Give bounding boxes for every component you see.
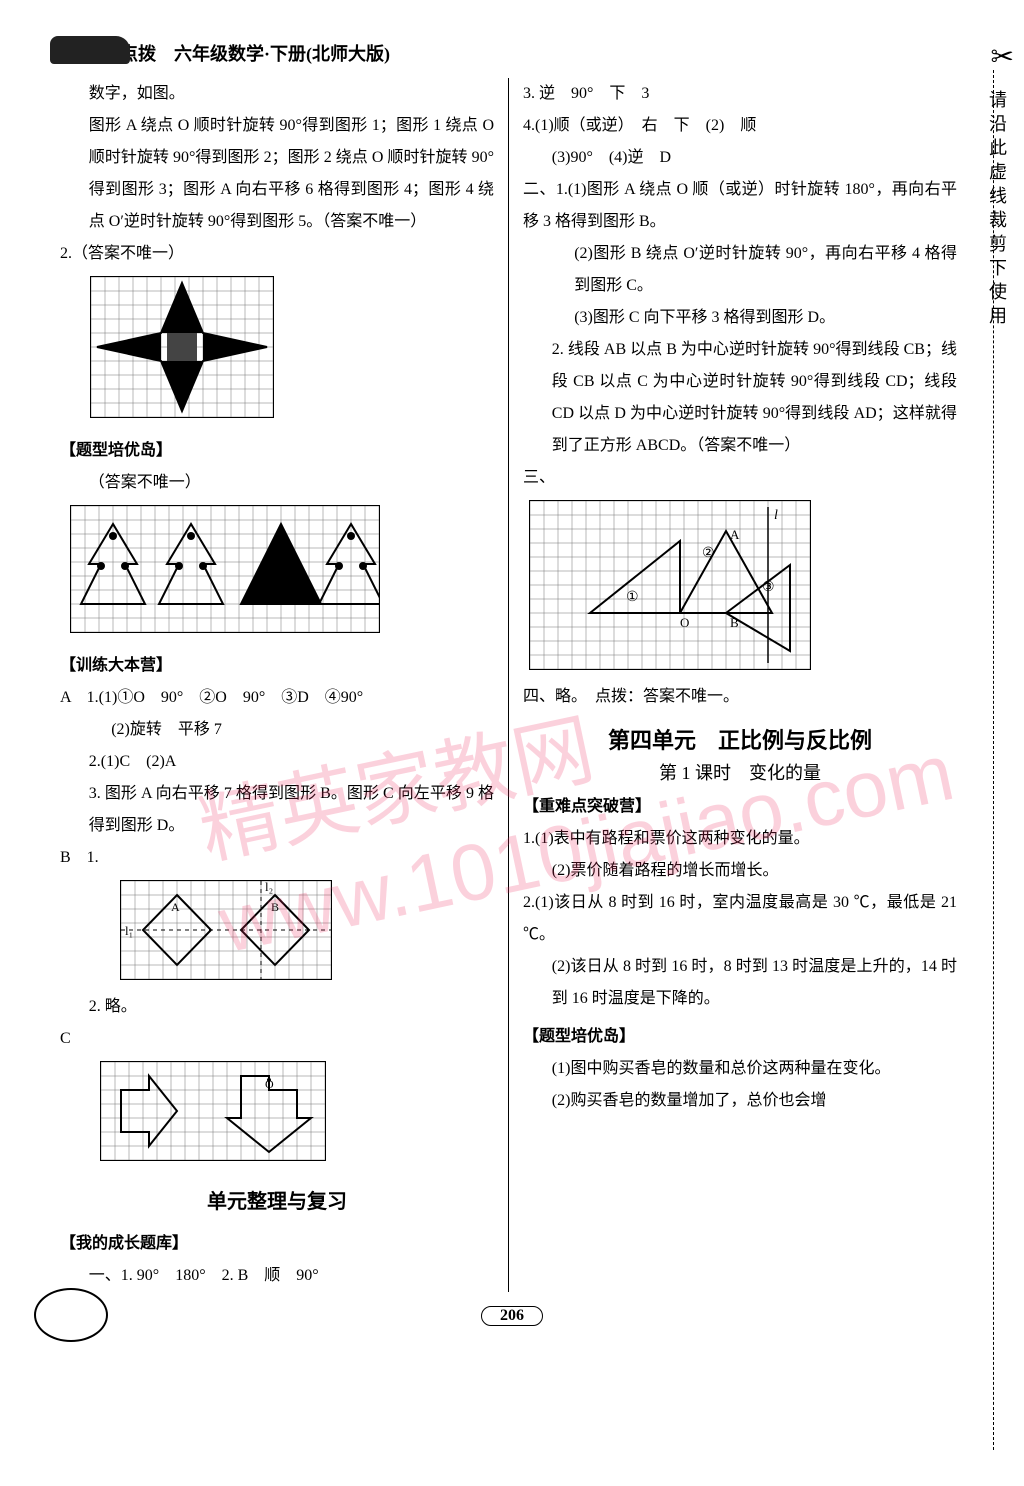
figure-grid-c: O (100, 1061, 326, 1161)
text-line: (2)旋转 平移 7 (60, 714, 494, 746)
section-dabenying: 【训练大本营】 (60, 650, 494, 682)
a-label: A (730, 527, 740, 542)
text-line: B 1. (60, 842, 494, 874)
figure-grid-b1: l₁ l₂ A B (120, 880, 332, 980)
figure-grid-star (90, 276, 274, 418)
grid-svg: O (101, 1062, 325, 1160)
grid-svg (91, 277, 273, 417)
text-line: (2)购买香皂的数量增加了，总价也会增 (523, 1085, 957, 1117)
text-line: 四、略。 点拨：答案不唯一。 (523, 681, 957, 713)
text-line: 2.(1)该日从 8 时到 16 时，室内温度最高是 30 ℃，最低是 21 ℃… (523, 887, 957, 951)
text-line: 2. 略。 (60, 991, 494, 1023)
l2-label: l₂ (265, 881, 273, 894)
text-line: 3. 图形 A 向右平移 7 格得到图形 B。图形 C 向左平移 9 格得到图形… (60, 778, 494, 842)
text-line: 1.(1)表中有路程和票价这两种变化的量。 (523, 823, 957, 855)
text-line: 图形 A 绕点 O 顺时针旋转 90°得到图形 1；图形 1 绕点 O 顺时针旋… (60, 110, 494, 238)
figure-grid-trees (70, 505, 380, 633)
section-peiyou-right: 【题型培优岛】 (523, 1021, 957, 1053)
grid-svg: l₁ l₂ A B (121, 881, 331, 979)
l1-label: l₁ (125, 923, 133, 938)
text-line: 一、1. 90° 180° 2. B 顺 90° (60, 1260, 494, 1292)
b-label: B (730, 615, 739, 630)
o-label: O (680, 615, 689, 630)
corner-mascot (34, 1288, 108, 1342)
circ2: ② (702, 546, 715, 561)
section-zhongnan: 【重难点突破营】 (523, 791, 957, 823)
text-line: 二、1.(1)图形 A 绕点 O 顺（或逆）时针旋转 180°，再向右平移 3 … (523, 174, 957, 238)
circ3: ③ (762, 580, 775, 595)
text-line: 数字，如图。 (60, 78, 494, 110)
side-instruction: 请沿此虚线裁剪下使用 (984, 90, 1010, 330)
page-number: 206 (481, 1306, 543, 1326)
text-line: (2)图形 B 绕点 O′逆时针旋转 90°，再向右平移 4 格得到图形 C。 (523, 238, 957, 302)
circ1: ① (626, 590, 639, 605)
right-column: 3. 逆 90° 下 3 4.(1)顺（或逆） 右 下 (2) 顺 (3)90°… (523, 78, 957, 1292)
unit4-title: 第四单元 正比例与反比例 (523, 723, 957, 755)
text-line: 三、 (523, 462, 957, 494)
b-label: B (271, 900, 279, 914)
two-column-layout: 数字，如图。 图形 A 绕点 O 顺时针旋转 90°得到图形 1；图形 1 绕点… (60, 78, 964, 1292)
text-line: (3)图形 C 向下平移 3 格得到图形 D。 (523, 302, 957, 334)
text-line: （答案不唯一） (60, 467, 494, 499)
a-label: A (171, 900, 180, 914)
text-line: C (60, 1023, 494, 1055)
page-number-wrap: 206 (60, 1306, 964, 1326)
grid-svg (71, 506, 379, 632)
text-line: A 1.(1)①O 90° ②O 90° ③D ④90° (60, 682, 494, 714)
section-chengzhang: 【我的成长题库】 (60, 1228, 494, 1260)
text-line: (2)该日从 8 时到 16 时，8 时到 13 时温度是上升的，14 时到 1… (523, 951, 957, 1015)
page-header: 点拨 六年级数学·下册(北师大版) (60, 40, 964, 66)
section-peiyou: 【题型培优岛】 (60, 435, 494, 467)
figure-grid-sec3: O B A l ① ② ③ (529, 500, 811, 670)
unit-review-title: 单元整理与复习 (60, 1182, 494, 1222)
l-label: l (774, 508, 778, 523)
text-line: 2. 线段 AB 以点 B 为中心逆时针旋转 90°得到线段 CB；线段 CB … (523, 334, 957, 462)
question-2: 2.（答案不唯一） (60, 238, 494, 270)
text-line: 4.(1)顺（或逆） 右 下 (2) 顺 (523, 110, 957, 142)
text-line: (2)票价随着路程的增长而增长。 (523, 855, 957, 887)
header-ornament (50, 36, 130, 64)
grid-svg: O B A l ① ② ③ (530, 501, 810, 669)
text-line: 3. 逆 90° 下 3 (523, 78, 957, 110)
lesson-title: 第 1 课时 变化的量 (523, 759, 957, 785)
text-line: (1)图中购买香皂的数量和总价这两种量在变化。 (523, 1053, 957, 1085)
page: 点拨 六年级数学·下册(北师大版) ✂ 请沿此虚线裁剪下使用 精英家教网 www… (0, 0, 1024, 1346)
column-divider (508, 78, 509, 1292)
left-column: 数字，如图。 图形 A 绕点 O 顺时针旋转 90°得到图形 1；图形 1 绕点… (60, 78, 494, 1292)
text-line: (3)90° (4)逆 D (523, 142, 957, 174)
scissors-icon: ✂ (991, 40, 1014, 74)
text-line: 2.(1)C (2)A (60, 746, 494, 778)
